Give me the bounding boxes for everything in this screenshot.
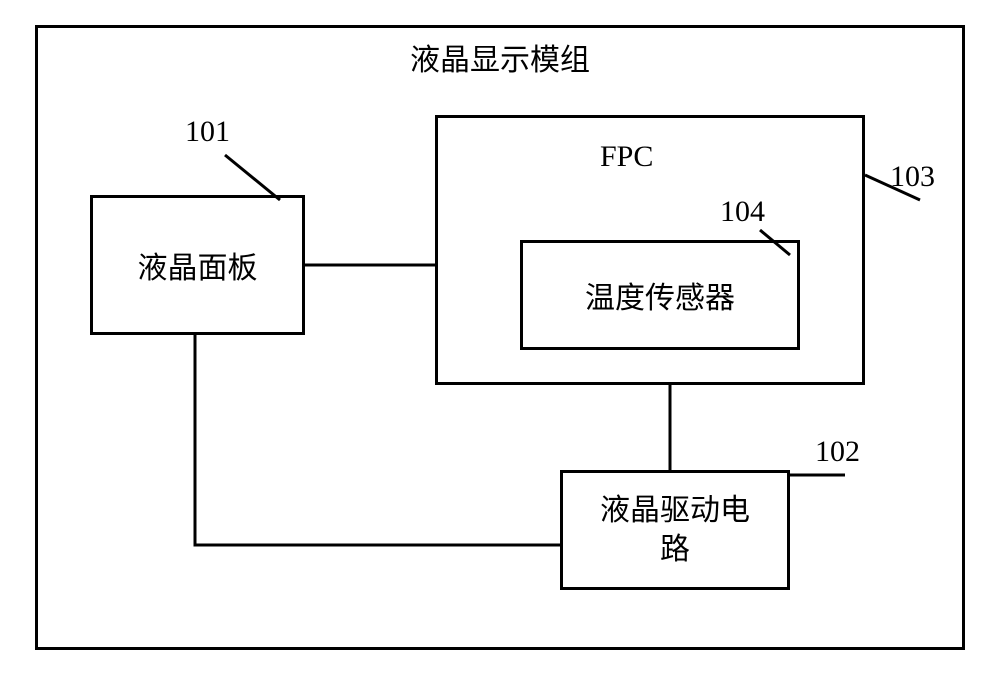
block-driver-line2: 路	[660, 530, 690, 569]
block-lcd-panel: 液晶面板	[90, 195, 305, 335]
block-temp-sensor: 温度传感器	[520, 240, 800, 350]
diagram-canvas: 液晶显示模组 液晶面板 101 FPC 103 温度传感器 104 液晶驱动电 …	[0, 0, 1000, 675]
block-lcd-panel-label: 液晶面板	[93, 198, 302, 332]
ref-104: 104	[720, 195, 765, 229]
ref-103: 103	[890, 160, 935, 194]
ref-102: 102	[815, 435, 860, 469]
block-driver-label: 液晶驱动电 路	[563, 473, 787, 587]
block-temp-sensor-label: 温度传感器	[523, 243, 797, 347]
block-fpc-label: FPC	[600, 140, 653, 174]
block-driver: 液晶驱动电 路	[560, 470, 790, 590]
ref-101: 101	[185, 115, 230, 149]
diagram-title: 液晶显示模组	[410, 35, 590, 79]
block-driver-line1: 液晶驱动电	[600, 491, 750, 530]
